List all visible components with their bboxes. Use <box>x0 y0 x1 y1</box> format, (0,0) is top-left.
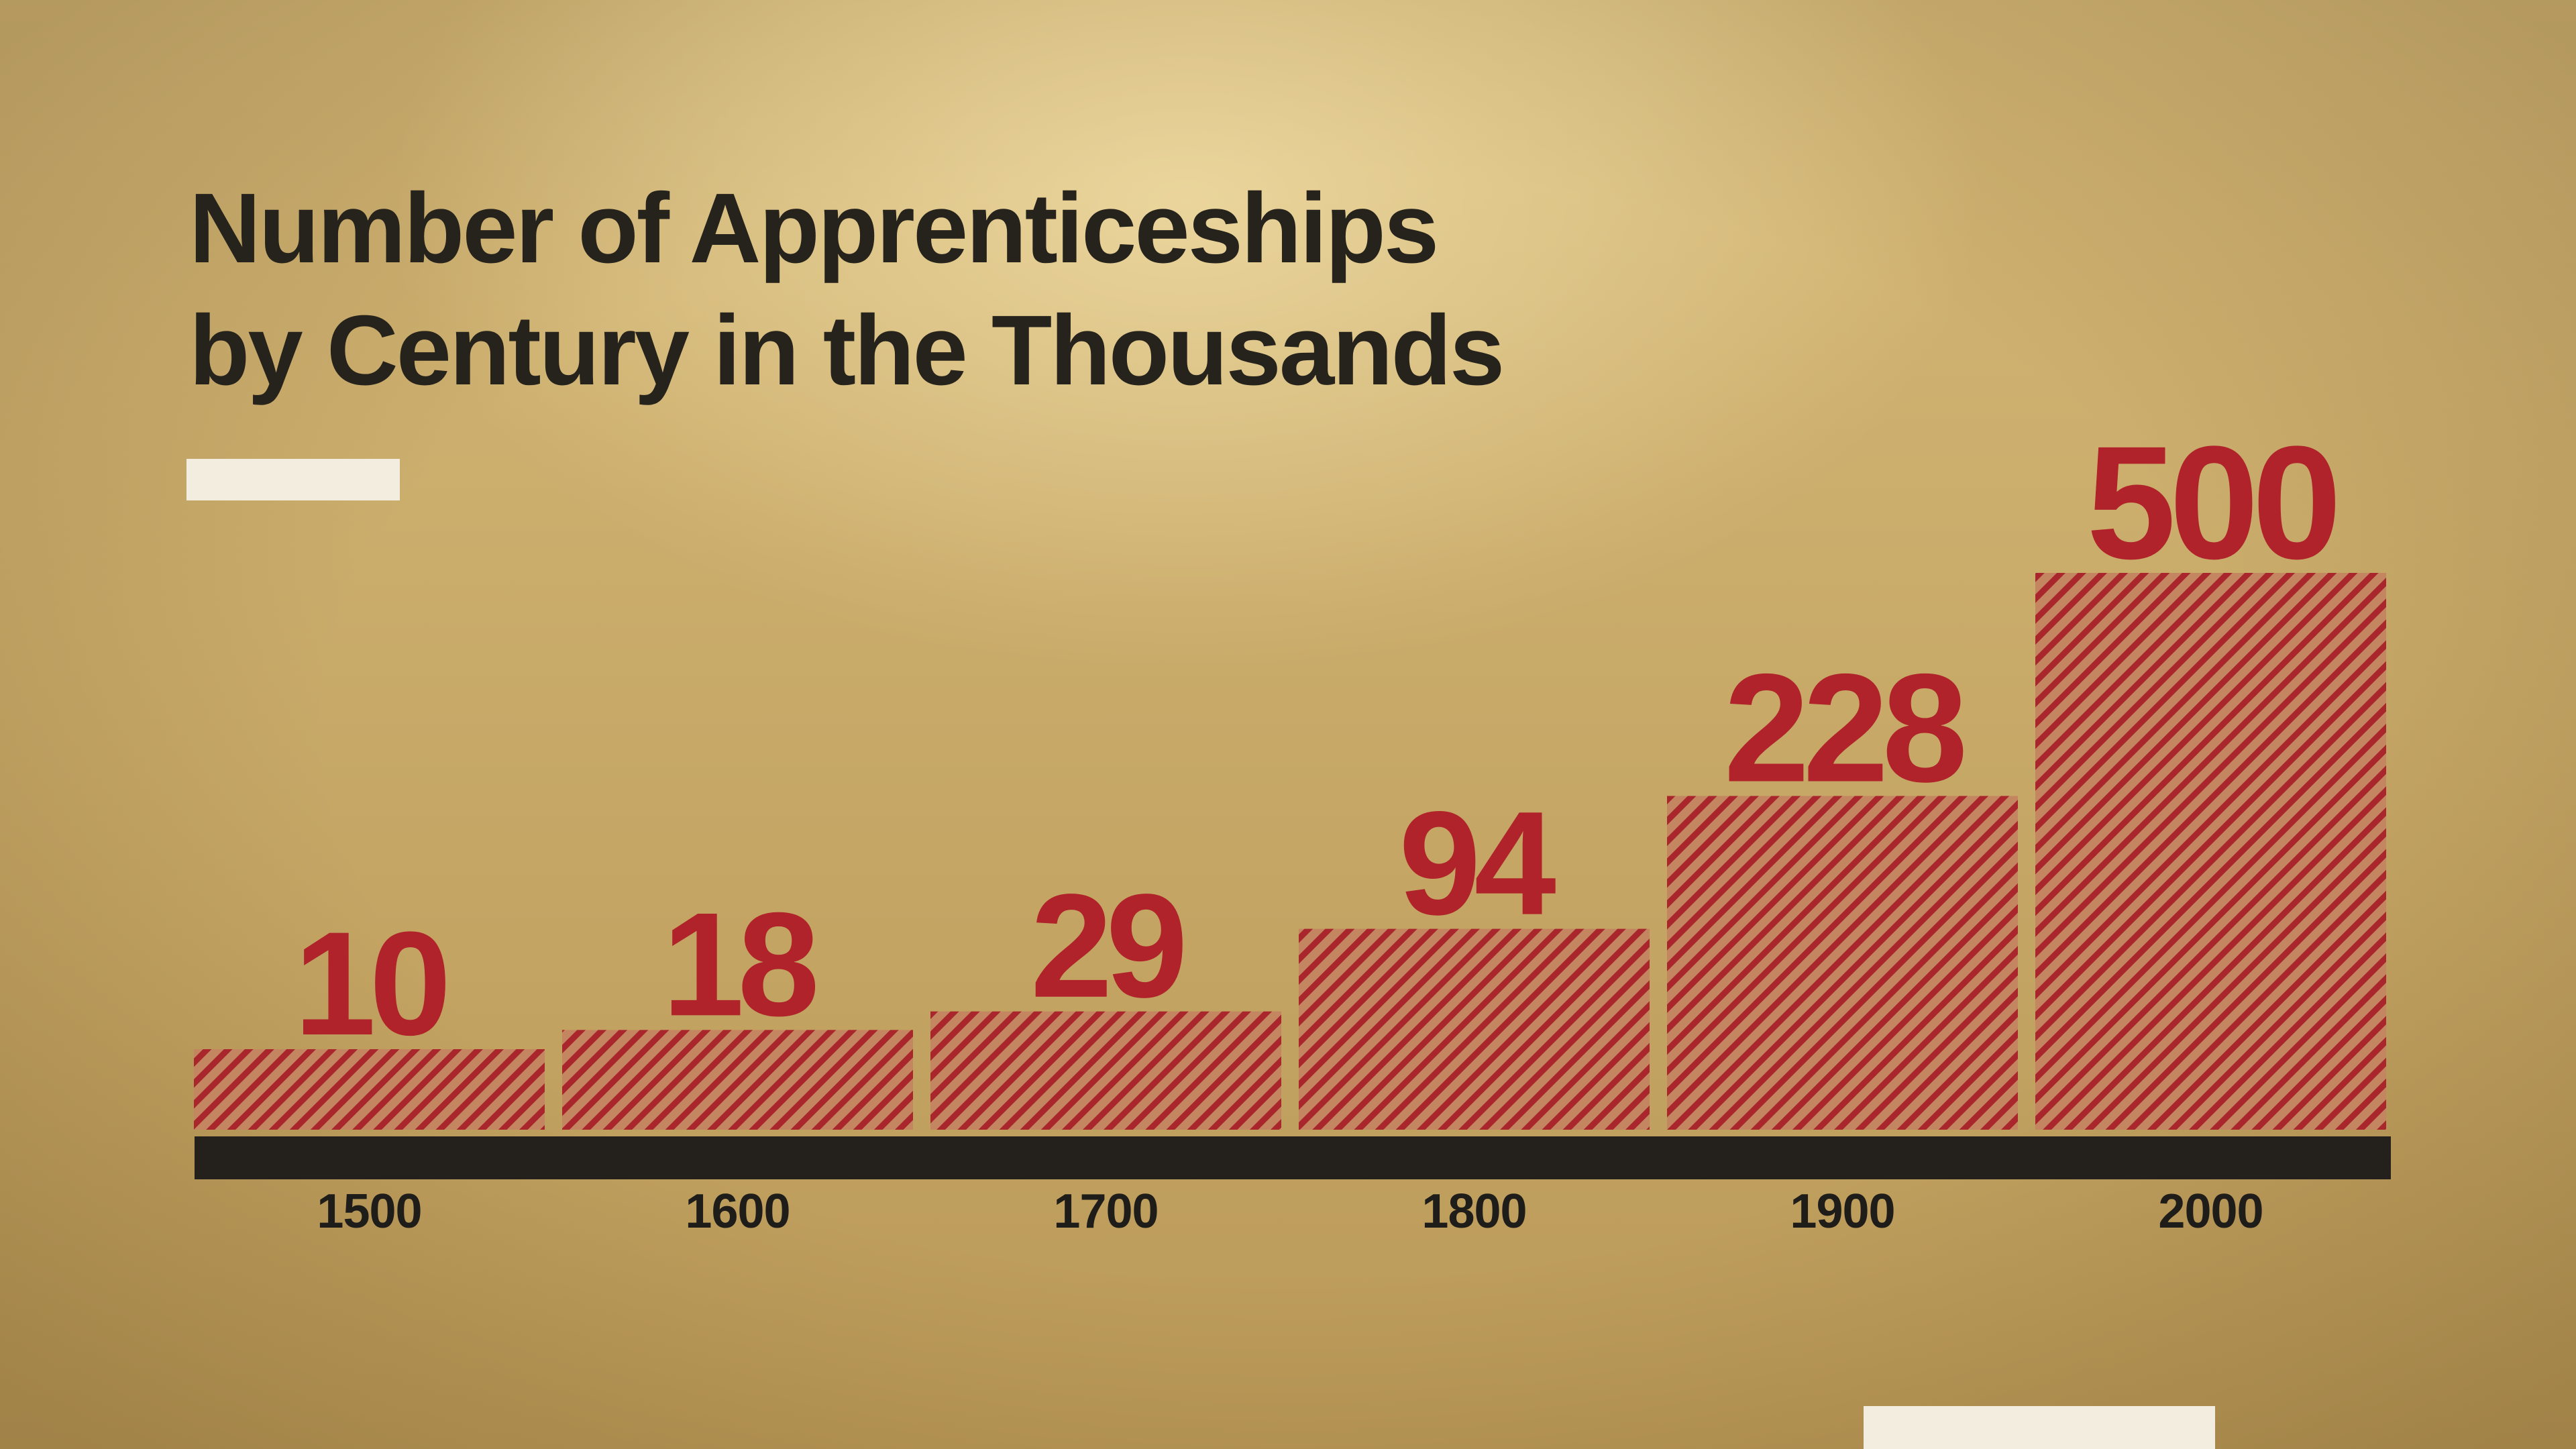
x-tick-label-1800: 1800 <box>1421 1185 1526 1238</box>
value-label-2000: 500 <box>2086 413 2335 592</box>
value-label-1900: 228 <box>1724 642 1964 814</box>
value-label-1500: 10 <box>294 901 445 1066</box>
x-tick-label-1500: 1500 <box>317 1185 421 1238</box>
bar-1700 <box>930 1011 1281 1130</box>
x-axis-line <box>195 1136 2391 1179</box>
chart-title-line-1: Number of Apprenticeships <box>189 173 1439 284</box>
bar-1800 <box>1299 928 1650 1130</box>
chart-title-line-2: by Century in the Thousands <box>189 295 1505 406</box>
x-tick-label-1700: 1700 <box>1053 1185 1158 1238</box>
bar-1900 <box>1667 796 2018 1130</box>
x-tick-label-2000: 2000 <box>2158 1185 2263 1238</box>
accent-bar-bottom <box>1864 1406 2215 1449</box>
accent-bar-top <box>186 459 400 500</box>
bar-1500 <box>194 1049 545 1130</box>
bars-group <box>194 573 2386 1130</box>
value-label-1800: 94 <box>1399 781 1556 946</box>
value-label-1700: 29 <box>1030 863 1183 1028</box>
x-tick-label-1900: 1900 <box>1790 1185 1894 1238</box>
x-tick-label-1600: 1600 <box>685 1185 790 1238</box>
x-tick-labels-group: 1500 1600 1700 1800 1900 2000 <box>317 1185 2263 1238</box>
bar-1600 <box>562 1030 913 1130</box>
value-labels-group: 10 18 29 94 228 500 <box>294 413 2342 1066</box>
value-label-1600: 18 <box>662 881 815 1046</box>
bar-2000 <box>2035 573 2386 1130</box>
chart-title: Number of Apprenticeships by Century in … <box>189 168 1799 412</box>
